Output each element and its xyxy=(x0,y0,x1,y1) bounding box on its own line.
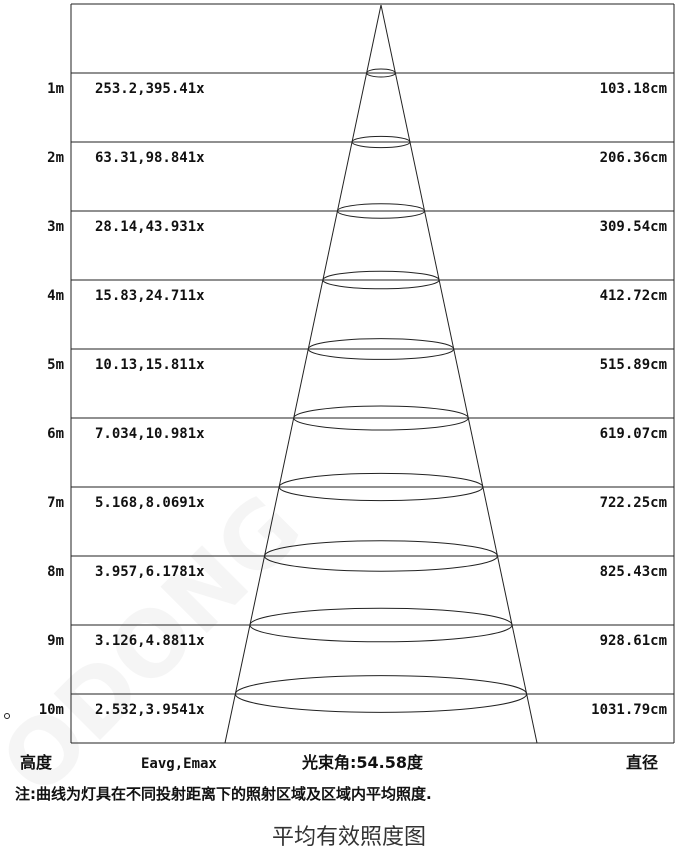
beam-section-ellipse xyxy=(366,68,396,78)
row-illuminance-value: 5.168,8.0691x xyxy=(95,495,205,511)
beam-cone xyxy=(224,4,538,744)
row-height-label: 9m xyxy=(47,633,64,649)
row-illuminance-value: 7.034,10.981x xyxy=(95,426,205,442)
diagram-caption: 平均有效照度图 xyxy=(272,825,426,850)
footer-height-label: 高度 xyxy=(20,753,53,772)
row-height-label: 10m xyxy=(39,702,64,718)
row-height-label: 8m xyxy=(47,564,64,580)
row-diameter-value: 103.18cm xyxy=(600,81,667,97)
row-diameter-value: 515.89cm xyxy=(600,357,667,373)
row-diameter-value: 928.61cm xyxy=(600,633,667,649)
footer-illuminance-label: Eavg,Emax xyxy=(141,756,217,772)
beam-section-ellipse xyxy=(234,675,528,713)
row-height-label: 7m xyxy=(47,495,64,511)
row-illuminance-value: 63.31,98.841x xyxy=(95,150,205,166)
row-height-label: 4m xyxy=(47,288,64,304)
beam-section-ellipse xyxy=(307,338,455,360)
row-height-label: 2m xyxy=(47,150,64,166)
row-diameter-value: 722.25cm xyxy=(600,495,667,511)
beam-section-ellipse xyxy=(278,472,484,502)
row-illuminance-value: 3.957,6.1781x xyxy=(95,564,205,580)
row-diameter-value: 1031.79cm xyxy=(591,702,667,718)
row-diameter-value: 619.07cm xyxy=(600,426,667,442)
row-illuminance-value: 3.126,4.8811x xyxy=(95,633,205,649)
beam-section-ellipse xyxy=(249,607,513,643)
row-height-label: 5m xyxy=(47,357,64,373)
row-texts: 1m 253.2,395.41x 103.18cm 2m 63.31,98.841x 20… xyxy=(39,81,667,718)
beam-left-edge xyxy=(224,4,382,744)
row-height-label: 3m xyxy=(47,219,64,235)
row-diameter-value: 825.43cm xyxy=(600,564,667,580)
row-illuminance-value: 10.13,15.811x xyxy=(95,357,205,373)
beam-right-edge xyxy=(380,4,538,744)
row-illuminance-value: 2.532,3.9541x xyxy=(95,702,205,718)
footer-beam-label: 光束角:54.58度 xyxy=(301,753,424,772)
row-illuminance-value: 28.14,43.931x xyxy=(95,219,205,235)
row-height-label: 1m xyxy=(47,81,64,97)
row-diameter-value: 206.36cm xyxy=(600,150,667,166)
beam-section-ellipse xyxy=(264,540,498,572)
row-diameter-value: 412.72cm xyxy=(600,288,667,304)
beam-section-ellipse xyxy=(322,270,440,290)
row-illuminance-value: 253.2,395.41x xyxy=(95,81,205,97)
beam-section-ellipse xyxy=(351,135,411,149)
row-illuminance-value: 15.83,24.711x xyxy=(95,288,205,304)
note-text: 注:曲线为灯具在不同投射距离下的照射区域及区域内平均照度. xyxy=(15,785,432,803)
footer-diameter-label: 直径 xyxy=(626,753,658,772)
row-lines xyxy=(71,72,674,695)
row-height-label: 6m xyxy=(47,426,64,442)
grid xyxy=(70,3,675,744)
beam-section-ellipse xyxy=(293,405,469,431)
row-diameter-value: 309.54cm xyxy=(600,219,667,235)
beam-section-ellipse xyxy=(336,203,426,219)
bullet-marker xyxy=(4,713,10,719)
